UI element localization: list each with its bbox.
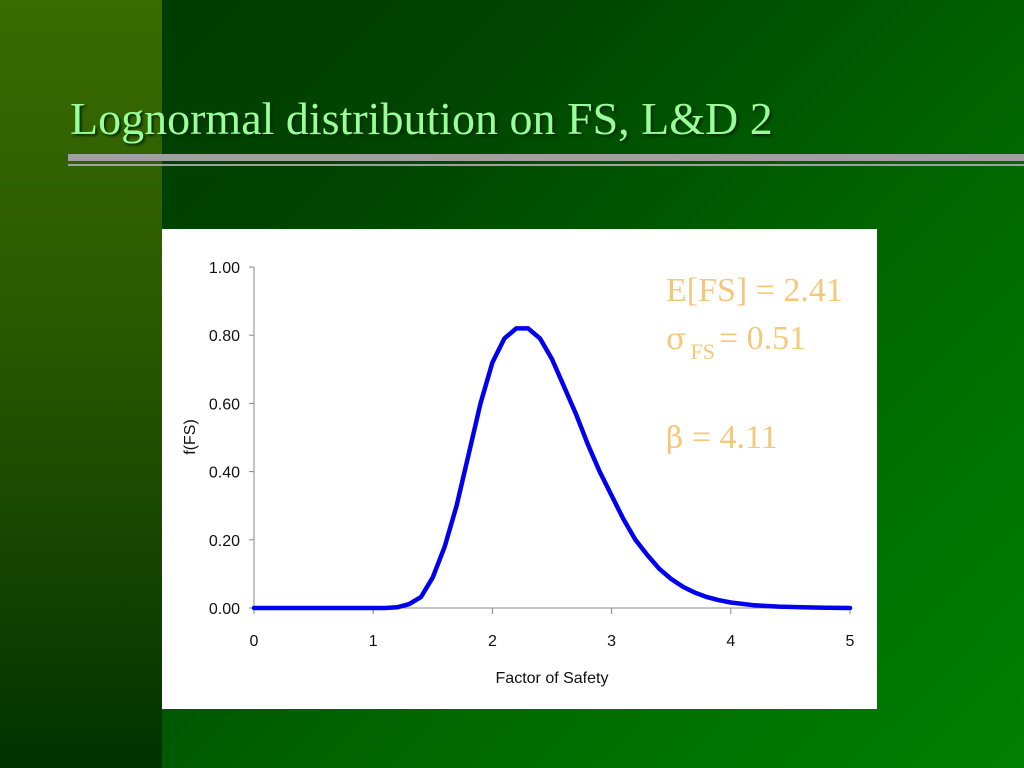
y-tick-label: 0.20 <box>209 533 240 550</box>
title-divider-thin <box>68 164 1024 166</box>
beta-text: β = 4.11 <box>666 414 843 463</box>
slide-title: Lognormal distribution on FS, L&D 2 <box>70 93 773 144</box>
pdf-curve-line <box>251 326 853 611</box>
y-tick-label: 0.40 <box>209 465 240 482</box>
slide-side-band <box>0 0 162 768</box>
sigma-value: = 0.51 <box>718 320 807 357</box>
sigma-text: σ FS = 0.51 <box>666 315 843 366</box>
lognormal-chart: 0 1 2 3 4 5 0.00 0.20 0.40 0.60 0.80 1.00 Factor of… <box>182 260 855 687</box>
chart-panel: 0 1 2 3 4 5 0.00 0.20 0.40 0.60 0.80 1.00 Factor of… <box>162 229 877 709</box>
x-tick-label: 2 <box>488 633 497 650</box>
y-tick-label: 0.80 <box>209 328 240 345</box>
sigma-subscript: FS <box>690 339 715 364</box>
beta-symbol: β <box>666 421 684 456</box>
x-tick-label: 1 <box>369 633 378 650</box>
title-divider-thick <box>68 154 1024 161</box>
y-axis-label: f(FS) <box>182 419 199 455</box>
y-tick-label: 1.00 <box>209 260 240 277</box>
x-axis-label: Factor of Safety <box>496 670 609 687</box>
x-tick-label: 0 <box>250 633 259 650</box>
x-tick-label: 5 <box>846 633 855 650</box>
mean-text: E[FS] = 2.41 <box>666 272 843 309</box>
statistics-box: E[FS] = 2.41 σ FS = 0.51 β = 4.11 <box>666 267 843 463</box>
sigma-symbol: σ <box>666 322 687 357</box>
x-tick-label: 3 <box>607 633 616 650</box>
beta-value: = 4.11 <box>691 419 778 456</box>
y-tick-label: 0.00 <box>209 601 240 618</box>
stats-spacer <box>666 366 843 414</box>
y-tick-label: 0.60 <box>209 396 240 413</box>
x-tick-label: 4 <box>726 633 735 650</box>
